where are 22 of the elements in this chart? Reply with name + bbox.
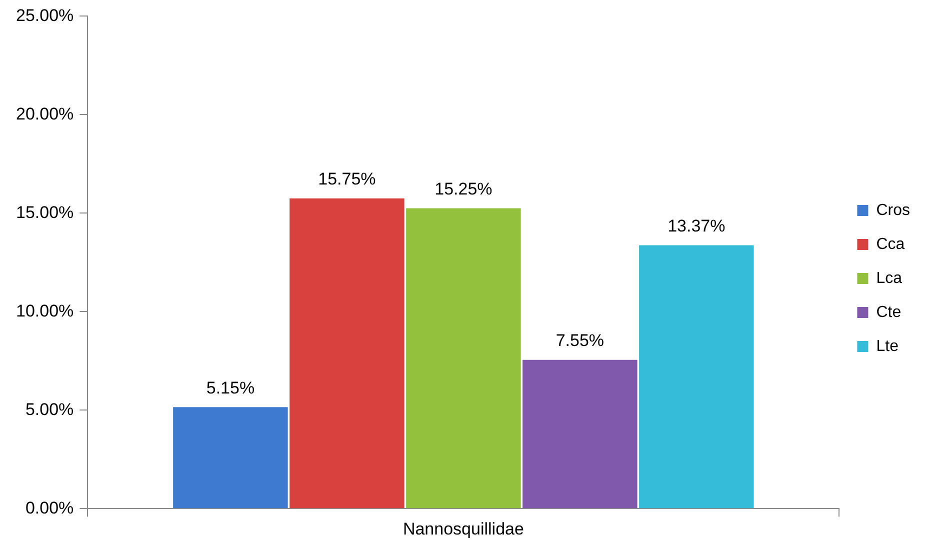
x-tick-label: Nannosquillidae [402,519,524,538]
y-tick-label: 20.00% [16,104,74,124]
legend-label: Cros [876,202,910,219]
data-label: 5.15% [206,378,255,398]
bar [639,245,754,508]
data-label: 7.55% [556,331,604,350]
y-tick-label: 10.00% [16,301,74,320]
y-tick-label: 0.00% [25,498,74,518]
bar [173,407,288,508]
legend-label: Cca [876,236,905,253]
bar [406,208,521,508]
legend-label: Lte [876,338,899,355]
y-tick-label: 15.00% [16,202,74,222]
bar [290,198,404,508]
y-tick-label: 5.00% [25,400,74,419]
legend-label: Lca [876,270,902,287]
bar [522,360,638,508]
data-label: 13.37% [668,216,726,236]
data-label: 15.75% [318,170,376,189]
data-label: 15.25% [434,179,492,198]
legend-label: Cte [876,304,902,321]
y-tick-label: 25.00% [16,6,74,25]
